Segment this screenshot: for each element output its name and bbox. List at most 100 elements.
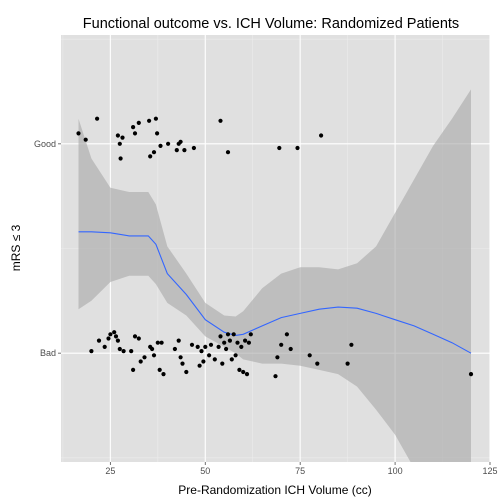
data-point — [151, 353, 157, 358]
data-point — [349, 342, 354, 347]
data-point — [345, 361, 350, 366]
data-point — [284, 332, 289, 337]
data-point — [89, 349, 94, 354]
data-point — [189, 342, 195, 347]
data-point — [83, 137, 88, 142]
confidence-band-layer — [78, 89, 471, 462]
data-point — [315, 361, 320, 366]
data-point — [113, 334, 119, 339]
data-point — [153, 116, 158, 121]
y-tick-label: Good — [34, 139, 56, 149]
data-point — [207, 353, 212, 358]
data-point — [468, 372, 474, 377]
data-point — [208, 342, 214, 347]
data-point — [155, 340, 160, 345]
data-point — [203, 344, 208, 349]
smooth-line — [78, 231, 472, 354]
confidence-band — [78, 89, 471, 462]
data-point — [237, 367, 242, 372]
data-point — [155, 131, 160, 136]
data-point — [108, 332, 113, 337]
data-point — [222, 340, 227, 345]
chart-title: Functional outcome vs. ICH Volume: Rando… — [83, 16, 459, 32]
data-point — [157, 367, 162, 372]
data-point — [158, 143, 163, 148]
data-point — [244, 372, 250, 377]
data-point — [225, 150, 231, 155]
data-point — [246, 340, 251, 345]
data-point — [224, 346, 229, 352]
data-point — [131, 367, 136, 372]
data-point — [151, 150, 157, 155]
data-point — [166, 141, 171, 146]
data-point — [218, 118, 223, 123]
data-point — [115, 338, 120, 343]
data-point — [106, 336, 111, 341]
x-tick-label: 100 — [388, 466, 403, 476]
data-point — [191, 145, 196, 151]
data-point — [239, 344, 244, 349]
data-point — [132, 334, 138, 339]
data-point — [112, 330, 117, 335]
data-point — [150, 346, 155, 352]
data-point — [148, 154, 153, 159]
data-point — [227, 338, 232, 343]
x-tick-label: 125 — [482, 466, 497, 476]
data-point — [136, 120, 141, 125]
data-point — [95, 116, 100, 121]
data-point — [138, 359, 143, 364]
data-point — [288, 346, 293, 352]
data-point — [120, 135, 125, 140]
data-point — [201, 359, 206, 364]
data-point — [142, 355, 147, 360]
data-point — [273, 374, 278, 379]
y-axis: Bad Good — [34, 139, 61, 358]
x-tick-label: 75 — [295, 466, 305, 476]
data-point — [131, 125, 136, 130]
data-point — [178, 355, 183, 360]
data-point — [102, 344, 107, 349]
data-point — [241, 369, 246, 375]
data-point — [172, 346, 177, 352]
data-point — [277, 145, 282, 151]
data-point — [176, 338, 181, 343]
data-point — [118, 156, 123, 161]
x-tick-label: 25 — [105, 466, 115, 476]
data-point — [295, 145, 300, 151]
data-point — [229, 357, 234, 362]
data-point — [307, 353, 312, 358]
data-point — [199, 349, 204, 354]
data-point — [147, 118, 152, 123]
data-point — [197, 363, 202, 368]
data-point — [231, 332, 236, 337]
data-point — [174, 148, 179, 153]
data-point — [121, 349, 126, 354]
data-point — [275, 355, 280, 360]
data-point — [136, 336, 141, 341]
data-point — [233, 353, 238, 358]
y-tick-label: Bad — [40, 348, 56, 358]
data-point — [178, 139, 183, 144]
x-axis-title: Pre-Randomization ICH Volume (cc) — [178, 483, 371, 497]
data-point — [225, 332, 231, 337]
data-point — [279, 342, 284, 347]
data-point — [161, 372, 166, 377]
data-point — [132, 131, 138, 136]
points-layer — [76, 116, 474, 379]
y-axis-title: mRS ≤ 3 — [9, 224, 23, 271]
x-axis: 25 50 75 100 125 — [105, 462, 498, 476]
data-point — [129, 349, 134, 354]
smooth-line-layer — [78, 231, 472, 354]
data-point — [117, 141, 122, 146]
data-point — [96, 338, 102, 343]
x-tick-label: 50 — [200, 466, 210, 476]
data-point — [115, 133, 120, 138]
data-point — [319, 133, 324, 138]
data-point — [159, 340, 164, 345]
data-point — [235, 340, 240, 345]
data-point — [243, 338, 248, 343]
data-point — [248, 332, 253, 337]
data-point — [216, 344, 221, 349]
data-point — [180, 361, 185, 366]
